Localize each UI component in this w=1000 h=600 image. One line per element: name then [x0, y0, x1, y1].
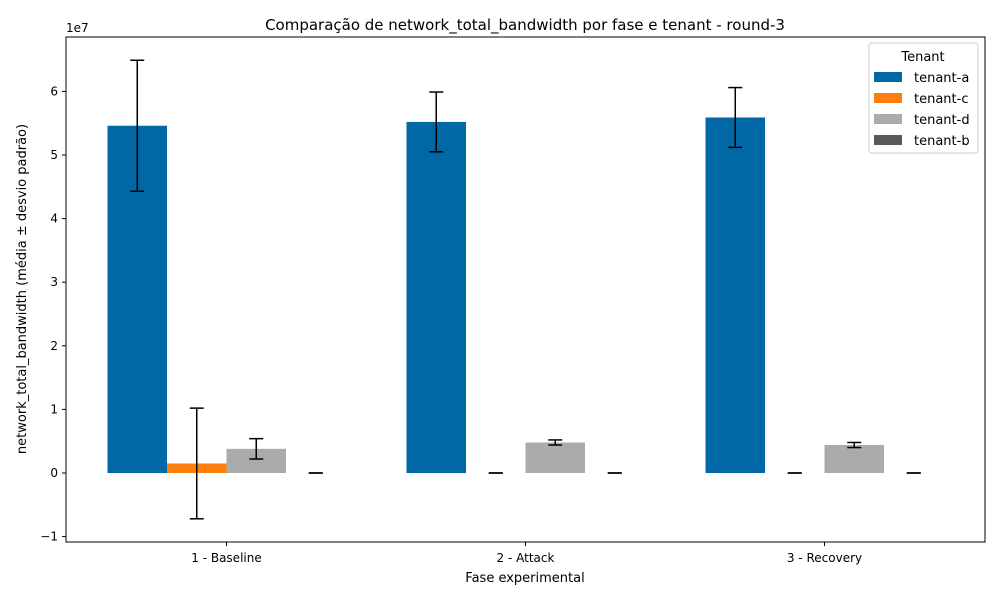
- y-tick-label: 0: [50, 466, 58, 480]
- error-bar-tenant-a: [429, 91, 444, 153]
- y-tick-label: 3: [50, 275, 58, 289]
- y-tick-label: 6: [50, 84, 58, 98]
- y-tick-label: 4: [50, 212, 58, 226]
- legend-label-tenant-c: tenant-c: [914, 92, 968, 107]
- x-tick-label: 1 - Baseline: [191, 551, 261, 565]
- chart-title: Comparação de network_total_bandwidth po…: [265, 16, 785, 35]
- legend-label-tenant-b: tenant-b: [914, 134, 970, 149]
- error-bar-tenant-d: [249, 437, 264, 460]
- legend-box: [868, 42, 979, 154]
- y-tick-label: −1: [40, 530, 58, 544]
- x-tick-label: 2 - Attack: [497, 551, 555, 565]
- error-bar-tenant-d: [847, 441, 862, 449]
- legend-swatch-tenant-c: [874, 93, 902, 103]
- error-bar-tenant-a: [728, 86, 743, 149]
- bar-tenant-d: [824, 445, 884, 473]
- bar-tenant-d: [525, 442, 585, 473]
- legend-swatch-tenant-d: [874, 114, 902, 124]
- x-axis: 1 - Baseline 2 - Attack 3 - Recovery: [191, 542, 862, 565]
- legend: Tenant tenant-a tenant-c tenant-d tenant-b: [868, 42, 979, 154]
- legend-label-tenant-a: tenant-a: [914, 71, 969, 86]
- y-axis: −1 0 1 2 3 4 5 6: [40, 84, 66, 544]
- legend-swatch-tenant-a: [874, 72, 902, 82]
- y-multiplier-label: 1e7: [66, 21, 89, 35]
- y-tick-label: 2: [50, 339, 58, 353]
- error-bar-tenant-d: [548, 439, 563, 446]
- legend-title: Tenant: [900, 50, 944, 65]
- bar-tenant-a: [705, 117, 765, 473]
- legend-label-tenant-d: tenant-d: [914, 113, 970, 128]
- y-tick-label: 5: [50, 148, 58, 162]
- y-axis-label: network_total_bandwidth (média ± desvio …: [15, 124, 30, 454]
- legend-swatch-tenant-b: [874, 135, 902, 145]
- error-bar-tenant-a: [130, 59, 145, 193]
- x-tick-label: 3 - Recovery: [787, 551, 862, 565]
- y-tick-label: 1: [50, 402, 58, 416]
- plot-area: [107, 59, 921, 520]
- bar-tenant-a: [406, 121, 466, 473]
- x-axis-label: Fase experimental: [465, 571, 584, 586]
- error-bar-tenant-c: [189, 407, 204, 520]
